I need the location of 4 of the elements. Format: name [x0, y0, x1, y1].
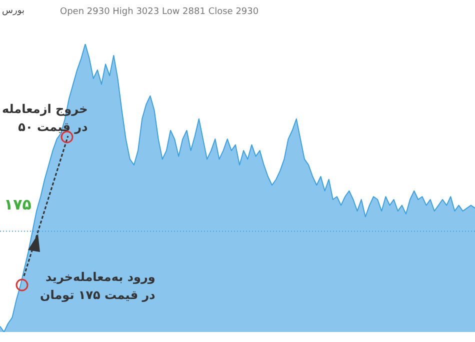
text: Open 2930 High 3023 Low 2881 Close 2930	[60, 6, 259, 19]
ref-line-label: ۱۷۵	[4, 196, 32, 214]
text: بورس	[2, 5, 24, 18]
annotation: ورود به‌معامله‌خرید در قیمت ۱۷۵ تومان	[40, 269, 156, 304]
